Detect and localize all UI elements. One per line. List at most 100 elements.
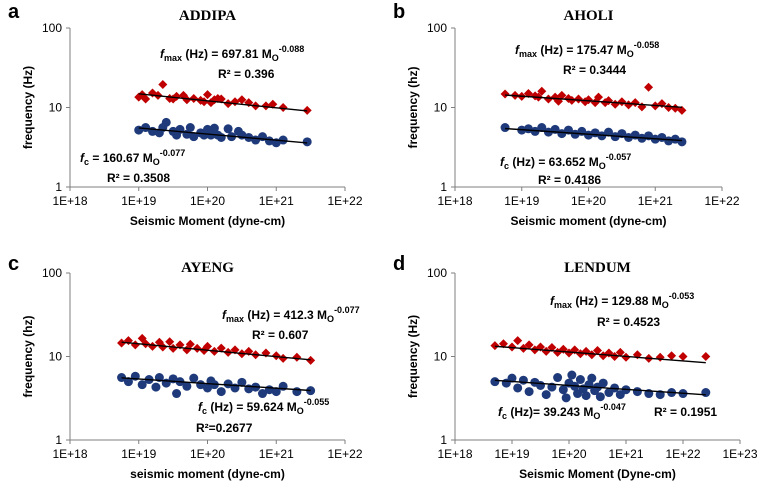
fc-series xyxy=(134,117,312,148)
x-tick-label: 1E+18 xyxy=(52,194,87,208)
fmax-equation: fmax (Hz) = 412.3 MO-0.077 xyxy=(222,305,360,324)
fmax-point xyxy=(498,339,508,349)
fc-point xyxy=(306,386,316,396)
fc-r2: R²=0.2677 xyxy=(196,421,253,435)
x-tick-label: 1E+21 xyxy=(608,447,643,461)
fmax-point xyxy=(278,103,288,112)
fc-trendline xyxy=(505,127,682,142)
fc-point xyxy=(117,373,127,383)
fc-point xyxy=(123,377,133,387)
fc-point xyxy=(500,123,510,133)
fmax-r2: R² = 0.3444 xyxy=(563,63,626,77)
fc-point xyxy=(557,129,567,139)
fc-point xyxy=(537,123,547,133)
fc-point xyxy=(581,391,591,401)
x-tick-label: 1E+22 xyxy=(327,194,362,208)
x-tick-label: 1E+19 xyxy=(494,447,529,461)
panel-letter: b xyxy=(393,1,405,23)
fmax-point xyxy=(271,351,281,361)
x-axis-label: Seismic moment (dyne-cm) xyxy=(510,214,666,228)
y-tick-label: 100 xyxy=(42,21,62,35)
fc-point xyxy=(541,390,551,400)
fc-point xyxy=(182,381,192,391)
y-tick-label: 10 xyxy=(434,350,448,364)
fc-point xyxy=(223,124,233,134)
fmax-series xyxy=(490,336,711,364)
fc-point xyxy=(701,388,711,398)
y-axis-label: frequency (hz) xyxy=(21,315,35,397)
fmax-point xyxy=(141,94,151,104)
fmax-series xyxy=(134,79,312,115)
fmax-point xyxy=(537,86,547,96)
fmax-point xyxy=(490,341,500,351)
fc-point xyxy=(206,130,216,140)
fmax-point xyxy=(165,337,175,347)
fc-point xyxy=(575,375,585,385)
fc-equation: fc = 160.67 MO-0.077 xyxy=(80,148,185,167)
fmax-point xyxy=(182,95,192,105)
fmax-point xyxy=(667,351,677,361)
fc-point xyxy=(558,385,568,395)
fc-equation: fc (Hz)= 39.243 MO-0.047 xyxy=(498,402,626,421)
fmax-point xyxy=(701,352,711,361)
x-tick-label: 1E+18 xyxy=(437,447,472,461)
fmax-point xyxy=(541,346,551,356)
fmax-point xyxy=(573,94,583,104)
fmax-point xyxy=(158,79,168,89)
fmax-point xyxy=(117,338,127,348)
fmax-point xyxy=(192,343,202,353)
y-tick-label: 1 xyxy=(55,180,62,194)
fmax-r2: R² = 0.607 xyxy=(252,328,309,342)
fmax-point xyxy=(678,352,688,361)
fc-point xyxy=(507,373,517,383)
fmax-point xyxy=(172,91,182,101)
fmax-point xyxy=(130,340,140,350)
fmax-point xyxy=(593,345,602,355)
fc-point xyxy=(151,382,161,392)
y-tick-label: 1 xyxy=(440,433,447,447)
fc-trendline xyxy=(494,379,706,396)
fmax-point xyxy=(203,90,212,100)
fmax-point xyxy=(513,336,523,346)
fmax-point xyxy=(610,352,620,361)
fmax-series xyxy=(117,333,316,365)
fc-point xyxy=(587,373,597,383)
y-axis-label: frequency (Hz) xyxy=(406,315,420,398)
fmax-point xyxy=(547,343,557,353)
fmax-point xyxy=(230,97,240,107)
fc-point xyxy=(536,380,545,390)
x-tick-label: 1E+22 xyxy=(665,447,700,461)
fc-point xyxy=(258,389,267,399)
fmax-point xyxy=(261,101,271,111)
fmax-point xyxy=(292,352,302,362)
fc-point xyxy=(302,137,312,147)
fc-point xyxy=(604,127,614,137)
fc-trendline xyxy=(138,127,308,144)
panel-b: b AHOLI 1 10 100 1E+18 1E+19 1E+20 1E+21 1E+22 Sei… xyxy=(393,1,740,228)
fmax-point xyxy=(237,95,247,105)
x-tick-label: 1E+20 xyxy=(551,447,586,461)
fc-r2: R² = 0.3508 xyxy=(107,171,170,185)
fmax-point xyxy=(587,350,597,360)
x-tick-label: 1E+19 xyxy=(121,194,156,208)
fc-equation: fc (Hz) = 63.652 MO-0.057 xyxy=(500,152,631,171)
fc-point xyxy=(185,123,195,133)
panel-d: d LENDUM 1 10 100 1E+18 1E+19 1E+20 1E+21 1E+22 1E… xyxy=(393,253,758,481)
fc-series xyxy=(500,123,687,147)
fc-point xyxy=(598,378,608,388)
fmax-r2: R² = 0.396 xyxy=(218,67,275,81)
fmax-point xyxy=(584,95,593,105)
y-axis-label: frequency (Hz) xyxy=(21,66,35,149)
x-axis-label: Seismic Moment (Dyne-cm) xyxy=(519,467,676,481)
fc-point xyxy=(161,117,171,127)
x-tick-label: 1E+21 xyxy=(259,447,294,461)
fc-point xyxy=(141,123,151,133)
fmax-equation: fmax (Hz) = 697.81 MO-0.088 xyxy=(160,44,304,63)
fmax-series xyxy=(500,82,687,115)
fc-point xyxy=(524,387,534,397)
fc-point xyxy=(189,132,199,142)
fmax-point xyxy=(278,353,288,363)
fc-point xyxy=(632,387,642,397)
y-tick-label: 100 xyxy=(42,266,62,280)
